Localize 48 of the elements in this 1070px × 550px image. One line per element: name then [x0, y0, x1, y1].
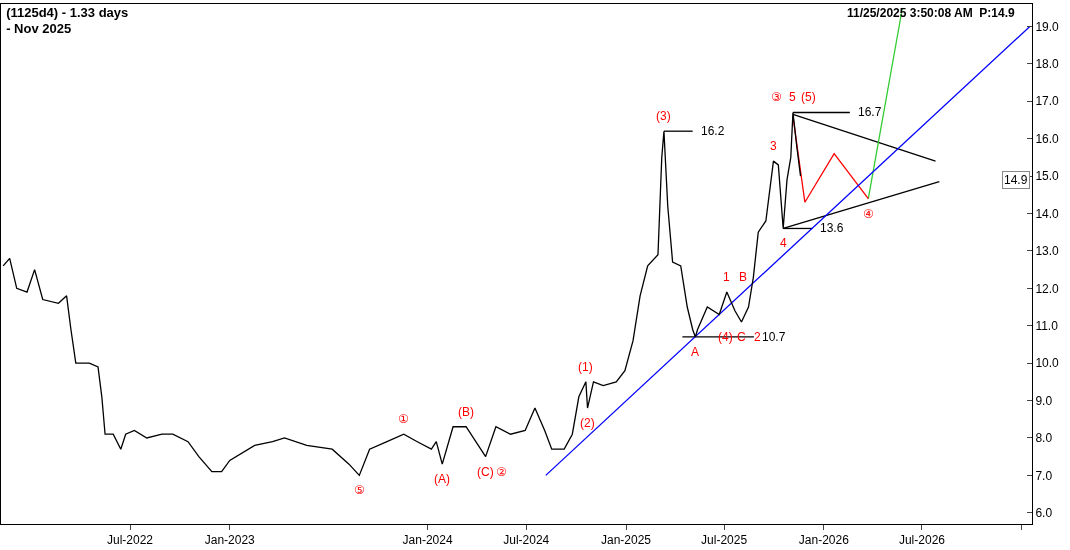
annotation: 16.7	[858, 105, 882, 119]
x-tick-label: Jan-2023	[204, 533, 256, 548]
annotation: (3)	[656, 109, 671, 123]
y-tick-label: 11.0	[1035, 318, 1059, 333]
x-tick-label: Jul-2024	[503, 533, 550, 548]
y-tick-label: 15.0	[1035, 169, 1060, 184]
y-tick-label: 6.0	[1035, 505, 1053, 520]
annotation: ④	[863, 207, 874, 221]
annotation: 3	[770, 139, 777, 153]
x-tick-label: Jan-2026	[798, 533, 850, 548]
annotation: 14.9	[1004, 173, 1028, 187]
y-tick-label: 16.0	[1035, 131, 1060, 146]
y-tick-label: 18.0	[1035, 57, 1060, 72]
y-tick-label: 12.0	[1035, 281, 1060, 296]
annotation: (A)	[434, 472, 450, 486]
annotation: (B)	[458, 405, 474, 419]
annotation: 4	[780, 236, 787, 250]
annotation: B	[739, 270, 748, 284]
annotation: (C)	[477, 465, 494, 479]
x-tick-label: Jan-2025	[600, 533, 652, 548]
y-tick-label: 10.0	[1035, 356, 1060, 371]
y-tick-label: 9.0	[1035, 393, 1053, 408]
annotation: 1	[723, 270, 730, 284]
annotation: ②	[496, 465, 507, 479]
y-tick-label: 7.0	[1035, 468, 1053, 483]
annotation: (5)	[801, 90, 816, 104]
y-tick-label: 19.0	[1035, 19, 1060, 34]
annotation: 13.6	[820, 221, 844, 235]
text: - Nov 2025	[6, 21, 72, 37]
annotation: ⑤	[354, 483, 365, 497]
annotation: ①	[398, 412, 409, 426]
x-tick-label: Jan-2024	[402, 533, 453, 548]
annotation: (1)	[578, 360, 593, 374]
annotation: A	[691, 345, 700, 359]
y-tick-label: 14.0	[1035, 206, 1060, 221]
x-tick-label: Jul-2025	[701, 533, 748, 548]
annotation: ③	[771, 90, 782, 104]
annotation: (2)	[580, 416, 595, 430]
x-tick-label: Jul-2022	[106, 533, 154, 548]
y-tick-label: 17.0	[1035, 94, 1060, 109]
x-tick-label: Jul-2026	[898, 533, 946, 548]
annotation: 2	[754, 330, 761, 344]
annotation: 16.2	[701, 124, 725, 138]
y-tick-label: 13.0	[1035, 244, 1060, 259]
annotation: 5	[789, 90, 796, 104]
annotation: 10.7	[762, 330, 786, 344]
chart-title: (1125d4) - 1.33 days	[6, 4, 129, 20]
y-tick-label: 8.0	[1035, 431, 1053, 446]
